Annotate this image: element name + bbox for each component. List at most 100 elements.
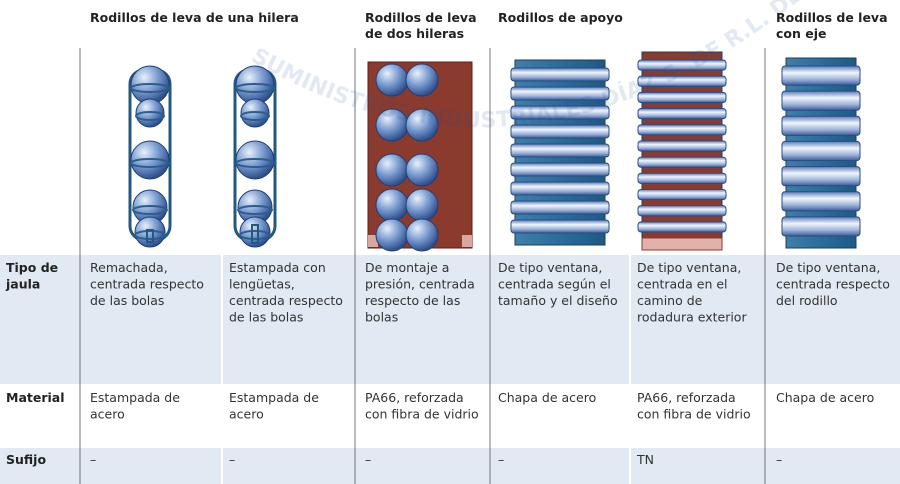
row-bg <box>0 255 900 385</box>
cell-text: con fibra de vidrio <box>365 407 479 422</box>
row-label: Material <box>6 390 65 405</box>
cell-text: centrada en el <box>637 277 728 292</box>
cell-text: acero <box>90 407 125 422</box>
roller <box>637 91 727 104</box>
cell-text: centrada respecto <box>229 293 343 308</box>
ball <box>375 218 409 252</box>
ball <box>375 63 409 97</box>
roller <box>510 162 610 177</box>
rivet <box>146 229 154 243</box>
roller <box>637 124 727 136</box>
cell-text: – <box>498 452 504 467</box>
cell-text: – <box>776 452 782 467</box>
row-bg <box>0 447 900 484</box>
ball-band <box>132 205 168 215</box>
ball <box>375 188 409 222</box>
cell-text: – <box>365 452 371 467</box>
roller <box>510 181 610 196</box>
roller <box>637 140 727 152</box>
cage-end <box>368 235 378 247</box>
ball <box>375 153 409 187</box>
cell-text: Remachada, <box>90 260 168 275</box>
ball-band <box>130 83 170 93</box>
cell-text: con fibra de vidrio <box>637 407 751 422</box>
ball-band <box>237 205 273 215</box>
roller <box>510 200 610 215</box>
cell-text: rodadura exterior <box>637 310 747 325</box>
roller <box>637 188 727 201</box>
cell-text: TN <box>636 452 654 467</box>
cell-text: de las bolas <box>229 310 303 325</box>
column-header: Rodillos de leva de una hilera <box>90 10 299 25</box>
roller <box>637 75 727 87</box>
ball <box>405 218 439 252</box>
cell-text: De tipo ventana, <box>776 260 880 275</box>
roller <box>781 140 861 162</box>
roller <box>781 216 861 237</box>
cell-text: presión, centrada <box>365 277 475 292</box>
cell-text: Chapa de acero <box>498 390 596 405</box>
column-header: con eje <box>776 26 827 41</box>
cell-text: centrada respecto <box>776 277 890 292</box>
cell-text: del rodillo <box>776 293 838 308</box>
roller <box>637 205 727 217</box>
cell-text: – <box>229 452 235 467</box>
ball-band <box>235 83 275 93</box>
roller <box>781 115 861 136</box>
roller <box>637 108 727 120</box>
cell-text: lengüetas, <box>229 277 295 292</box>
roller <box>637 172 727 184</box>
ball-band <box>130 158 170 168</box>
roller <box>510 143 610 158</box>
ball <box>405 153 439 187</box>
cell-text: centrada según el <box>498 277 611 292</box>
roller <box>637 156 727 168</box>
ball-band <box>239 230 271 240</box>
roller <box>781 191 861 212</box>
cell-text: centrada respecto <box>90 277 204 292</box>
ball <box>405 108 439 142</box>
column-header: Rodillos de leva <box>365 10 477 25</box>
cell-text: tamaño y el diseño <box>498 293 618 308</box>
column-header: de dos hileras <box>365 26 464 41</box>
ball <box>405 63 439 97</box>
cell-text: Chapa de acero <box>776 390 874 405</box>
roller <box>637 221 727 233</box>
cell-text: – <box>90 452 96 467</box>
column-header: Rodillos de leva <box>776 10 888 25</box>
cell-text: respecto de las <box>365 293 460 308</box>
row-label: Sufijo <box>6 452 46 467</box>
cell-text: PA66, reforzada <box>637 390 736 405</box>
roller <box>510 105 610 120</box>
cell-text: acero <box>229 407 264 422</box>
roller <box>637 59 727 71</box>
roller <box>510 86 610 101</box>
column-header: Rodillos de apoyo <box>498 10 623 25</box>
ball-band <box>135 111 165 121</box>
roller <box>781 65 861 86</box>
cell-text: Estampada con <box>229 260 326 275</box>
roller <box>510 67 610 82</box>
ball <box>405 188 439 222</box>
roller <box>510 124 610 139</box>
cage-end <box>462 235 472 247</box>
cell-text: PA66, reforzada <box>365 390 464 405</box>
cell-text: Estampada de <box>229 390 319 405</box>
rivet <box>251 224 259 244</box>
cell-text: bolas <box>365 310 398 325</box>
cell-text: De tipo ventana, <box>637 260 741 275</box>
cell-text: De tipo ventana, <box>498 260 602 275</box>
ball-band <box>240 111 270 121</box>
roller <box>510 219 610 234</box>
ball-band <box>235 158 275 168</box>
roller <box>781 166 861 187</box>
cell-text: de las bolas <box>90 293 164 308</box>
cell-text: Estampada de <box>90 390 180 405</box>
row-label: Tipo de <box>6 260 58 275</box>
cell-text: camino de <box>637 293 703 308</box>
roller <box>781 90 861 111</box>
cell-text: De montaje a <box>365 260 449 275</box>
cage-end <box>641 237 723 251</box>
